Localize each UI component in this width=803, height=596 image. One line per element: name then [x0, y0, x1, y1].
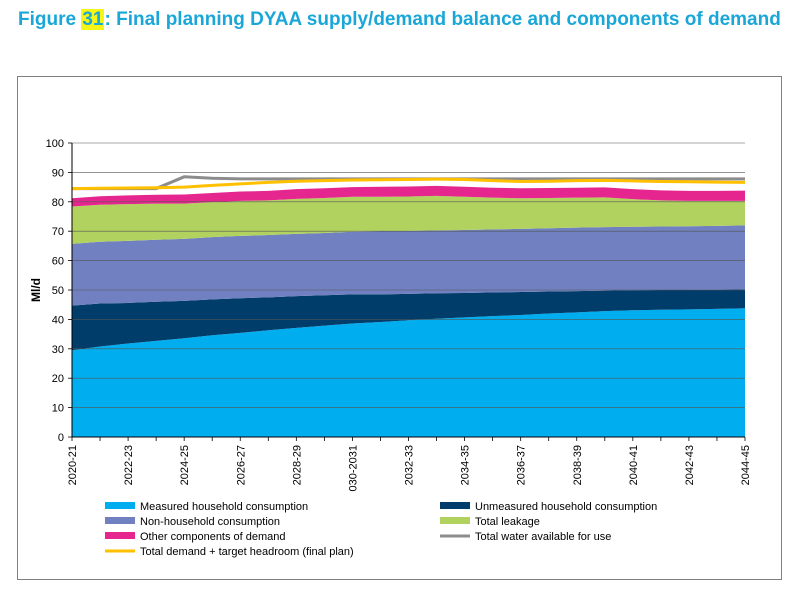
- y-tick-label: 100: [46, 138, 64, 150]
- x-tick-label: 2032-33: [404, 445, 416, 485]
- figure-title-text: : Final planning DYAA supply/demand bala…: [104, 9, 781, 30]
- x-tick-label: 030-2031: [347, 445, 359, 492]
- legend-label-non-household-consumption: Non-household consumption: [140, 516, 280, 528]
- y-tick-label: 30: [52, 344, 64, 356]
- x-tick-label: 2022-23: [123, 445, 135, 485]
- y-tick-label: 20: [52, 373, 64, 385]
- legend-label-measured-household-consumption: Measured household consumption: [140, 501, 308, 513]
- legend-swatch-total-leakage: [440, 517, 470, 524]
- legend-label-total-water-available-for-use: Total water available for use: [475, 531, 611, 543]
- legend-swatch-unmeasured-household-consumption: [440, 502, 470, 509]
- figure-number: 31: [81, 9, 105, 30]
- figure-label: Figure: [18, 9, 82, 30]
- x-tick-label: 2044-45: [740, 445, 752, 485]
- legend-swatch-measured-household-consumption: [105, 502, 135, 509]
- area-total-leakage: [72, 195, 745, 244]
- x-tick-label: 2034-35: [460, 445, 472, 485]
- x-tick-label: 2020-21: [67, 445, 79, 485]
- y-tick-label: 70: [52, 226, 64, 238]
- x-tick-label: 2038-39: [572, 445, 584, 485]
- x-tick-label: 2026-27: [235, 445, 247, 485]
- legend-label-other-components-of-demand: Other components of demand: [140, 531, 286, 543]
- x-tick-label: 2040-41: [628, 445, 640, 485]
- x-tick-label: 2024-25: [179, 445, 191, 485]
- area-measured-household-consumption: [72, 308, 745, 437]
- legend-label-total-leakage: Total leakage: [475, 516, 540, 528]
- legend-swatch-other-components-of-demand: [105, 532, 135, 539]
- y-tick-label: 80: [52, 197, 64, 209]
- area-non-household-consumption: [72, 225, 745, 306]
- area-unmeasured-household-consumption: [72, 289, 745, 351]
- y-tick-label: 60: [52, 256, 64, 268]
- legend-label-total-demand-target-headroom-final-plan-: Total demand + target headroom (final pl…: [140, 546, 354, 558]
- y-tick-label: 0: [58, 432, 64, 444]
- y-tick-label: 40: [52, 314, 64, 326]
- x-tick-label: 2042-43: [684, 445, 696, 485]
- x-tick-label: 2036-37: [516, 445, 528, 485]
- y-axis-label: Ml/d: [29, 278, 43, 302]
- figure-title: Figure 31: Final planning DYAA supply/de…: [18, 8, 788, 32]
- area-other-components-of-demand: [72, 185, 745, 207]
- y-tick-label: 50: [52, 285, 64, 297]
- legend-swatch-non-household-consumption: [105, 517, 135, 524]
- y-tick-label: 90: [52, 167, 64, 179]
- legend-label-unmeasured-household-consumption: Unmeasured household consumption: [475, 501, 657, 513]
- line-total-demand-target-headroom-final-plan-: [71, 177, 746, 191]
- x-tick-label: 2028-29: [291, 445, 303, 485]
- y-tick-label: 10: [52, 403, 64, 415]
